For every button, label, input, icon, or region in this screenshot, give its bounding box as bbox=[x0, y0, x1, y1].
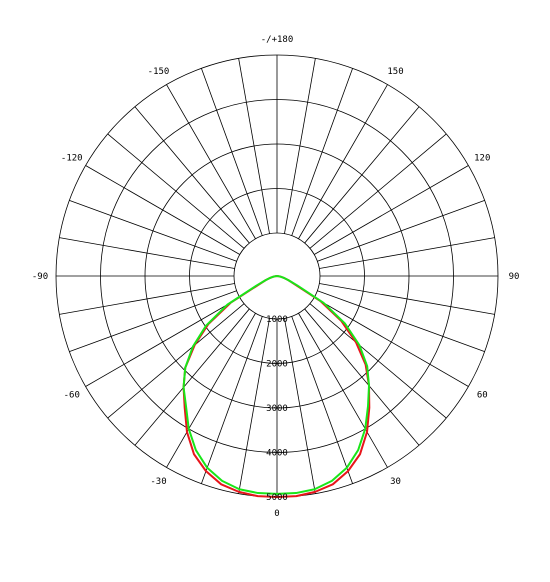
grid-spoke bbox=[238, 318, 270, 494]
grid-spoke bbox=[309, 133, 447, 249]
grid-spoke bbox=[309, 303, 447, 419]
angle-tick-label: -150 bbox=[148, 67, 170, 77]
radial-tick-label: 5000 bbox=[266, 493, 288, 503]
series-layer bbox=[182, 275, 371, 498]
angle-tick-label: -/+180 bbox=[261, 35, 294, 45]
grid-spoke bbox=[284, 318, 316, 494]
grid-spoke bbox=[314, 297, 469, 387]
radial-tick-label: 1000 bbox=[266, 315, 288, 325]
polar-grid bbox=[55, 54, 499, 498]
grid-spoke bbox=[317, 290, 485, 352]
radial-tick-label: 3000 bbox=[266, 404, 288, 414]
angle-tick-label: 60 bbox=[477, 391, 488, 401]
grid-spoke bbox=[291, 68, 353, 236]
grid-spoke bbox=[166, 313, 256, 468]
angle-tick-label: 120 bbox=[474, 154, 490, 164]
grid-spoke bbox=[134, 308, 250, 446]
grid-spoke bbox=[201, 316, 263, 484]
radial-tick-label: 4000 bbox=[266, 449, 288, 459]
grid-spoke bbox=[284, 58, 316, 234]
grid-spoke bbox=[201, 68, 263, 236]
grid-spoke bbox=[85, 297, 240, 387]
grid-spoke bbox=[319, 237, 495, 269]
grid-spoke bbox=[69, 290, 237, 352]
angle-tick-label: -120 bbox=[61, 154, 83, 164]
angle-tick-label: 150 bbox=[387, 67, 403, 77]
grid-spoke bbox=[107, 133, 245, 249]
radial-tick-label: 2000 bbox=[266, 360, 288, 370]
grid-spoke bbox=[59, 237, 235, 269]
grid-spoke bbox=[314, 165, 469, 255]
angle-tick-label: -30 bbox=[150, 477, 166, 487]
grid-spoke bbox=[85, 165, 240, 255]
grid-spoke bbox=[298, 84, 388, 239]
angle-tick-label: 90 bbox=[509, 272, 520, 282]
grid-spoke bbox=[304, 106, 420, 244]
series-line-1 bbox=[182, 275, 371, 498]
grid-spoke bbox=[317, 200, 485, 262]
grid-spoke bbox=[238, 58, 270, 234]
grid-spoke bbox=[319, 283, 495, 315]
grid-spoke bbox=[134, 106, 250, 244]
grid-spoke bbox=[107, 303, 245, 419]
tick-labels: 0 30 60 90 120 150 -/+180 -150 -120 -90 -60 -30 1000… bbox=[32, 35, 520, 519]
series-line-2 bbox=[182, 275, 370, 495]
grid-spoke bbox=[291, 316, 353, 484]
angle-tick-label: 30 bbox=[390, 477, 401, 487]
angle-tick-label: -60 bbox=[64, 391, 80, 401]
grid-spoke bbox=[59, 283, 235, 315]
grid-spoke bbox=[166, 84, 256, 239]
grid-spoke bbox=[304, 308, 420, 446]
angle-tick-label: -90 bbox=[32, 272, 48, 282]
grid-spoke bbox=[298, 313, 388, 468]
grid-spoke bbox=[69, 200, 237, 262]
angle-tick-label: 0 bbox=[274, 509, 279, 519]
